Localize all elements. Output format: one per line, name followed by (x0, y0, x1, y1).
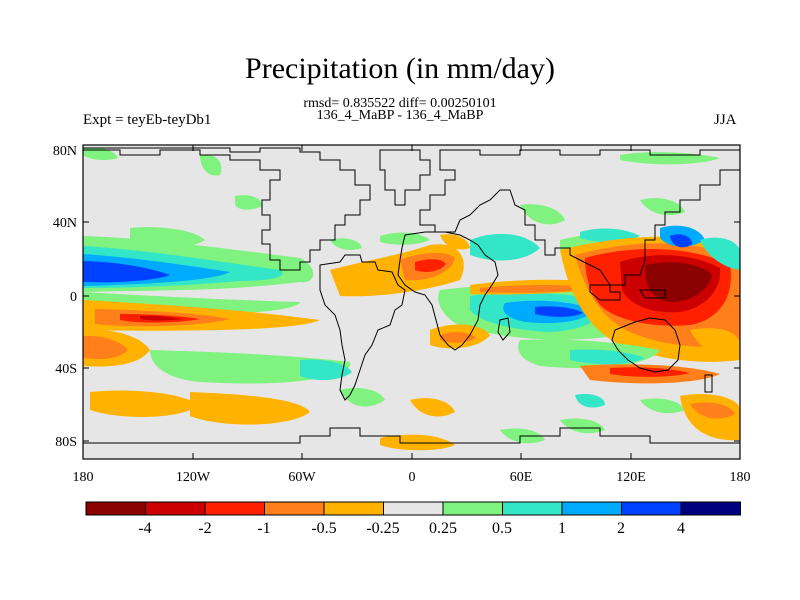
colorbar-label: 0.5 (492, 520, 512, 537)
plot-title: Precipitation (in mm/day) (245, 52, 555, 85)
lat-tick-marks (83, 149, 740, 442)
colorbar-label: -4 (138, 520, 151, 537)
lat-tick-label: 40N (53, 216, 77, 231)
experiment-label: Expt = teyEb-teyDb1 (83, 112, 212, 128)
colorbar-label: -1 (257, 520, 270, 537)
colorbar-swatch (561, 501, 622, 516)
field-south-indian (570, 349, 645, 365)
field-indian-ocean-wet (470, 233, 540, 261)
field-south-atlantic (575, 394, 605, 408)
field-indian-ocean-wet (535, 306, 583, 317)
field-sw-pacific-dry (90, 390, 200, 417)
coastline-indonesia (589, 284, 621, 301)
field-south-indian (640, 398, 685, 414)
field-north-pacific (130, 227, 205, 248)
field-west-pacific-wet (670, 234, 692, 248)
colorbar-swatch (442, 501, 503, 516)
field-sw-pacific-dry (83, 335, 128, 360)
field-north-pacific (200, 154, 222, 176)
colorbar-swatch (323, 501, 384, 516)
field-pacific-wet-band (83, 261, 170, 283)
lon-tick-label: 180 (73, 470, 94, 485)
field-south-atlantic (380, 434, 455, 451)
field-west-pacific-wet (700, 237, 740, 270)
colorbar-swatch (145, 501, 206, 516)
field-north-pacific (235, 195, 262, 210)
lat-tick-label: 40S (55, 362, 77, 377)
field-south-indian (610, 367, 690, 377)
field-west-pacific-wet (640, 198, 685, 216)
field-sw-pacific-dry (300, 359, 352, 381)
colorbar-label: 0.25 (429, 520, 457, 537)
colorbar-label: 4 (677, 520, 685, 537)
coastline-antarctica (83, 427, 740, 444)
colorbar (85, 501, 741, 516)
field-arctic (330, 238, 362, 250)
field-south-atlantic (440, 332, 476, 343)
colorbar-swatch (621, 501, 682, 516)
precip-field (83, 147, 740, 451)
lon-tick-label: 60W (288, 470, 316, 485)
field-sw-pacific-dry (190, 392, 310, 425)
lat-tick-label: 0 (70, 290, 77, 305)
season-label: JJA (714, 112, 737, 128)
coastline-australia (611, 317, 681, 373)
field-equatorial-dry (480, 285, 600, 293)
coastline-south-america (319, 254, 406, 401)
lat-tick-label: 80S (55, 435, 77, 450)
lon-tick-label: 120E (616, 470, 646, 485)
coastline-africa (397, 231, 499, 351)
colorbar-swatch (204, 501, 265, 516)
lon-tick-label: 60E (510, 470, 533, 485)
colorbar-swatch (383, 501, 444, 516)
colorbar-swatch (85, 501, 146, 516)
colorbar-label: -0.5 (311, 520, 336, 537)
lon-tick-marks (82, 145, 741, 459)
field-indian-ocean-wet (520, 204, 565, 225)
coastlines (83, 147, 740, 444)
coastline-north-america (83, 147, 371, 271)
field-atlantic-dry (440, 234, 470, 250)
lon-tick-label: 180 (730, 470, 751, 485)
colorbar-label: 2 (617, 520, 625, 537)
field-south-atlantic (410, 398, 455, 417)
coastline-eurasia (419, 149, 740, 286)
field-atlantic-dry (415, 259, 446, 272)
field-west-pacific-dry (645, 262, 712, 302)
field-atlantic-wet (380, 232, 430, 245)
lon-tick-label: 0 (409, 470, 416, 485)
coastline-new-guinea (639, 289, 666, 299)
field-south-indian (690, 328, 740, 360)
colorbar-label: -0.25 (366, 520, 399, 537)
field-south-indian (690, 402, 735, 419)
colorbar-label: -2 (198, 520, 211, 537)
coastline-greenland (379, 149, 431, 206)
colorbar-label: 1 (558, 520, 566, 537)
colorbar-swatch (264, 501, 325, 516)
lat-tick-label: 80N (53, 144, 77, 159)
colorbar-labels: -4 -2 -1 -0.5 -0.25 0.25 0.5 1 2 4 (138, 520, 685, 537)
colorbar-swatch (680, 501, 741, 516)
stats-label: rmsd= 0.835522 diff= 0.00250101 (303, 96, 497, 111)
colorbar-swatch (502, 501, 563, 516)
coastline-madagascar (497, 317, 511, 341)
lon-tick-label: 120W (176, 470, 211, 485)
field-arctic (83, 147, 118, 161)
field-south-atlantic (560, 418, 605, 434)
coastline-new-zealand (704, 374, 713, 393)
field-pacific-dry-band (140, 315, 182, 321)
experiment-subtitle: 136_4_MaBP - 136_4_MaBP (316, 108, 484, 123)
